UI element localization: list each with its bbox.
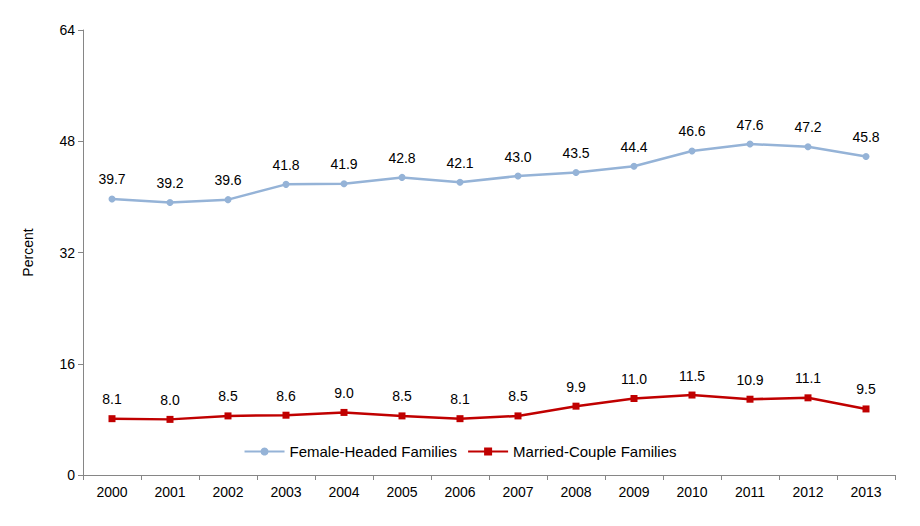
svg-text:2013: 2013 <box>850 484 881 500</box>
svg-text:11.1: 11.1 <box>795 370 821 386</box>
svg-text:43.0: 43.0 <box>504 149 531 165</box>
svg-text:42.1: 42.1 <box>446 155 473 171</box>
svg-text:64: 64 <box>59 22 75 38</box>
svg-text:8.5: 8.5 <box>508 388 528 404</box>
svg-text:2012: 2012 <box>792 484 823 500</box>
svg-text:2011: 2011 <box>735 484 765 500</box>
svg-text:2005: 2005 <box>386 484 417 500</box>
svg-text:9.5: 9.5 <box>856 381 876 397</box>
svg-text:32: 32 <box>59 245 75 261</box>
svg-text:11.5: 11.5 <box>679 368 705 384</box>
svg-text:41.8: 41.8 <box>272 157 299 173</box>
svg-text:47.2: 47.2 <box>794 119 821 135</box>
svg-text:43.5: 43.5 <box>562 145 589 161</box>
svg-text:45.8: 45.8 <box>852 129 879 145</box>
svg-text:39.2: 39.2 <box>156 175 183 191</box>
svg-text:39.6: 39.6 <box>214 172 241 188</box>
svg-text:11.0: 11.0 <box>621 371 647 387</box>
svg-text:Married-Couple Families: Married-Couple Families <box>513 443 676 460</box>
svg-text:42.8: 42.8 <box>388 150 415 166</box>
svg-text:2003: 2003 <box>270 484 301 500</box>
svg-text:47.6: 47.6 <box>736 117 763 133</box>
svg-text:16: 16 <box>59 356 75 372</box>
svg-text:2006: 2006 <box>444 484 475 500</box>
svg-text:2008: 2008 <box>560 484 591 500</box>
svg-text:39.7: 39.7 <box>98 171 125 187</box>
svg-text:Percent: Percent <box>20 228 36 276</box>
svg-text:46.6: 46.6 <box>678 123 705 139</box>
svg-text:0: 0 <box>67 467 75 483</box>
svg-text:Female-Headed Families: Female-Headed Families <box>290 443 458 460</box>
svg-text:2004: 2004 <box>328 484 359 500</box>
svg-text:2007: 2007 <box>502 484 533 500</box>
svg-text:2010: 2010 <box>676 484 707 500</box>
svg-text:10.9: 10.9 <box>736 372 763 388</box>
svg-text:9.0: 9.0 <box>334 385 354 401</box>
svg-text:41.9: 41.9 <box>330 156 357 172</box>
svg-text:8.1: 8.1 <box>102 391 122 407</box>
svg-text:2009: 2009 <box>618 484 649 500</box>
svg-text:48: 48 <box>59 133 75 149</box>
svg-text:2001: 2001 <box>154 484 185 500</box>
svg-text:8.6: 8.6 <box>276 388 296 404</box>
svg-text:8.0: 8.0 <box>160 392 180 408</box>
svg-text:2000: 2000 <box>96 484 127 500</box>
svg-text:8.5: 8.5 <box>218 388 238 404</box>
svg-text:9.9: 9.9 <box>566 379 586 395</box>
svg-text:44.4: 44.4 <box>620 139 647 155</box>
svg-text:8.5: 8.5 <box>392 388 412 404</box>
svg-text:8.1: 8.1 <box>450 391 470 407</box>
svg-text:2002: 2002 <box>212 484 243 500</box>
